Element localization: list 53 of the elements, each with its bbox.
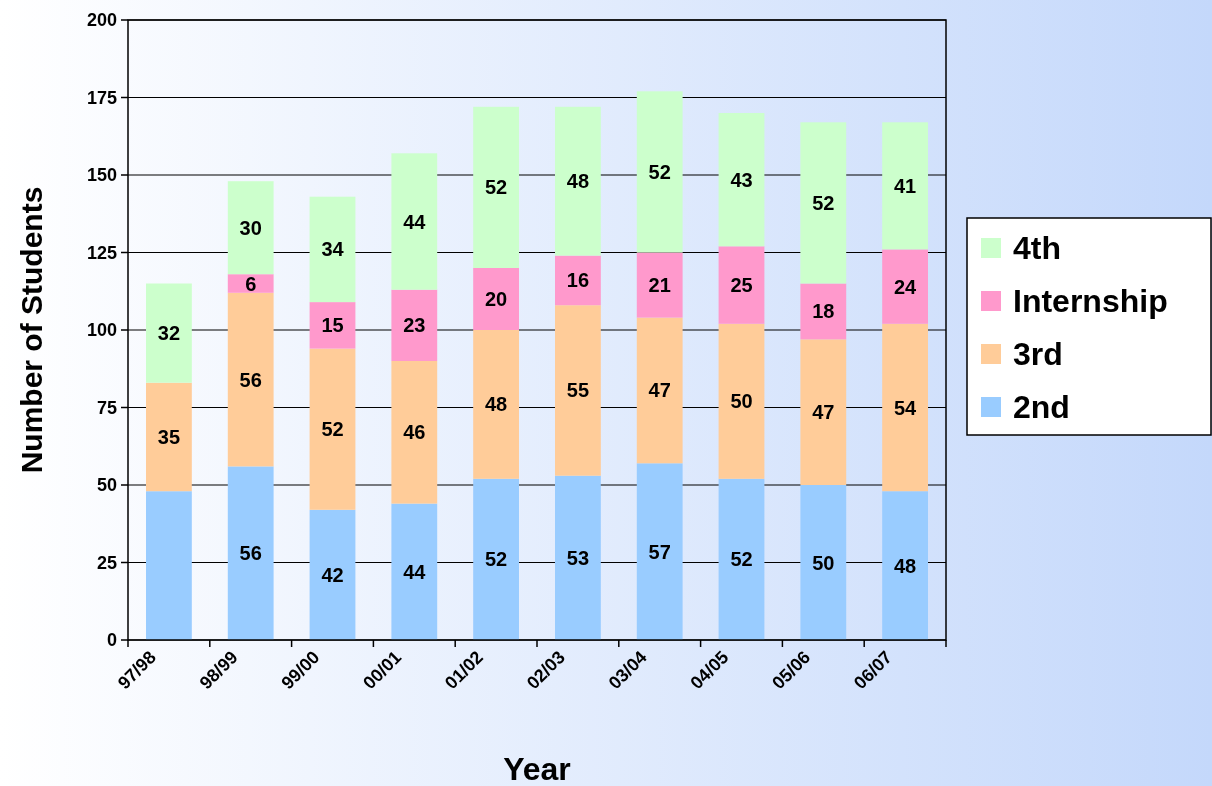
data-label: 50 (812, 551, 835, 574)
data-label: 48 (484, 393, 508, 416)
data-label: 43 (730, 168, 753, 191)
data-label: 6 (245, 272, 257, 295)
data-label: 44 (403, 210, 427, 233)
legend-label: Internship (1013, 283, 1168, 320)
data-label: 56 (239, 368, 262, 391)
data-label: 44 (403, 560, 427, 583)
data-label: 52 (321, 418, 344, 441)
data-label: 52 (484, 548, 508, 571)
data-label: 35 (157, 425, 181, 448)
data-label: 56 (239, 542, 262, 565)
legend-label: 2nd (1013, 389, 1070, 426)
data-label: 46 (403, 421, 426, 444)
data-label: 48 (566, 170, 590, 193)
y-tick-label: 200 (86, 10, 117, 31)
x-axis-title: Year (503, 751, 571, 786)
data-label: 53 (566, 546, 590, 569)
data-label: 23 (403, 314, 426, 337)
data-label: 30 (239, 216, 262, 239)
legend-label: 4th (1013, 230, 1061, 267)
data-label: 54 (893, 396, 918, 419)
data-label: 20 (484, 288, 508, 310)
y-axis-title: Number of Students (15, 186, 48, 474)
data-label: 25 (730, 274, 753, 297)
data-label: 47 (648, 379, 671, 402)
data-label: 57 (648, 540, 671, 563)
data-label: 48 (893, 554, 917, 577)
y-tick-label: 25 (96, 552, 117, 573)
data-label: 24 (893, 275, 918, 298)
y-tick-label: 125 (86, 242, 117, 263)
data-label: 55 (566, 379, 590, 402)
data-label: 41 (893, 174, 917, 197)
data-label: 18 (812, 300, 835, 323)
data-label: 42 (321, 563, 344, 586)
data-label: 34 (321, 238, 345, 261)
data-label: 52 (648, 160, 671, 183)
y-tick-label: 150 (86, 165, 117, 186)
data-label: 52 (484, 176, 508, 199)
data-label: 50 (730, 390, 753, 413)
data-label: 47 (812, 401, 835, 424)
y-tick-label: 0 (106, 630, 117, 651)
y-tick-label: 175 (86, 87, 117, 108)
data-label: 52 (812, 191, 835, 214)
legend-label: 3rd (1013, 336, 1063, 373)
y-tick-label: 75 (96, 397, 117, 418)
data-label: 21 (648, 274, 671, 297)
data-label: 16 (566, 269, 590, 292)
data-label: 52 (730, 548, 753, 571)
data-label: 32 (157, 322, 181, 345)
data-label: 15 (321, 314, 344, 337)
y-tick-label: 50 (96, 475, 117, 496)
y-tick-label: 100 (86, 320, 117, 341)
